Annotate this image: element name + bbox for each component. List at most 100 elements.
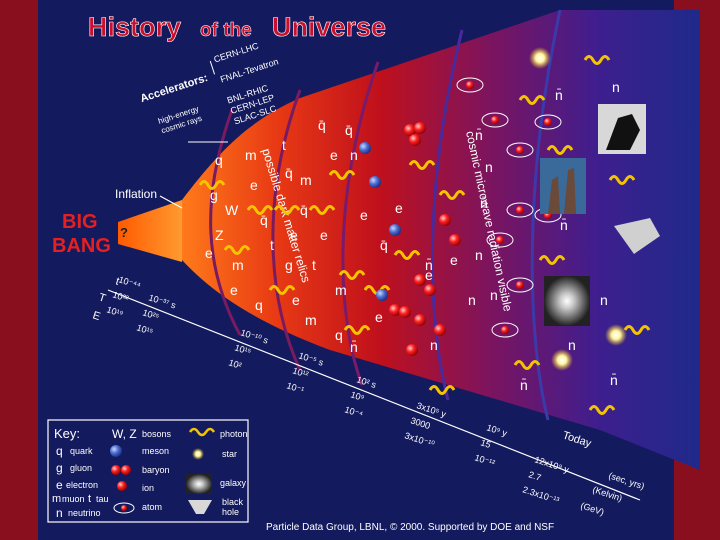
particle-quark: q	[335, 327, 343, 343]
galaxy-image	[544, 276, 590, 326]
key-gluon-symbol: g	[56, 461, 63, 475]
particle-neutrino: n	[600, 292, 608, 308]
key-black-hole-line1: black	[222, 497, 244, 507]
photon-wave-icon	[408, 160, 436, 170]
key-atom: atom	[142, 502, 162, 512]
particle-quark_bar: q̄	[285, 165, 293, 181]
key-atom-icon	[113, 502, 135, 514]
particle-electron: e	[290, 227, 298, 243]
key-muon: muon	[62, 494, 85, 504]
atom-icon	[491, 322, 519, 338]
timeline-row-T: T	[97, 291, 107, 305]
key-baryon-icon-b	[121, 465, 131, 475]
particle-Z: Z	[215, 227, 224, 243]
atom-nucleus-icon	[516, 206, 524, 214]
particle-neutrino_bar: n̄	[555, 87, 563, 103]
star-icon	[605, 324, 627, 346]
timeline-temp-3: 10¹²	[291, 365, 309, 379]
key-black-hole-icon	[188, 500, 212, 514]
key-title: Key:	[54, 426, 80, 441]
particle-neutrino_bar: n̄	[560, 217, 568, 233]
particle-tau: t	[312, 257, 316, 273]
atom-nucleus-icon	[516, 146, 524, 154]
particle-muon: m	[232, 257, 244, 273]
particle-neutrino: n	[475, 247, 483, 263]
key-quark: quark	[70, 446, 93, 456]
proton-icon	[389, 304, 401, 316]
particle-gluon: g	[210, 187, 218, 203]
particle-neutrino_bar: n̄	[350, 339, 358, 355]
proton-icon	[449, 234, 461, 246]
particle-quark: q	[255, 297, 263, 313]
thinker-silhouette	[606, 114, 640, 150]
photon-wave-icon	[538, 255, 566, 265]
particle-electron: e	[320, 227, 328, 243]
key-muon-symbol: m	[52, 493, 61, 505]
atom-nucleus-icon	[496, 236, 504, 244]
meson-icon	[359, 142, 371, 154]
black-hole-image	[614, 218, 660, 254]
particle-quark_bar: q̄	[300, 202, 308, 218]
proton-icon	[414, 122, 426, 134]
key-wz-symbol: W, Z	[112, 427, 137, 441]
pillars-image	[540, 158, 586, 214]
atom-icon	[486, 232, 514, 248]
particle-electron: e	[205, 245, 213, 261]
key-electron-symbol: e	[56, 478, 63, 492]
photon-wave-icon	[273, 205, 301, 215]
key-ion: ion	[142, 483, 154, 493]
particle-neutrino: n	[485, 159, 493, 175]
particle-quark_bar: q̄	[260, 212, 268, 228]
key-photon: photon	[220, 429, 248, 439]
proton-icon	[439, 214, 451, 226]
band-curve-4	[431, 29, 464, 401]
particle-neutrino_bar: n̄	[610, 372, 618, 388]
timeline-temp-6: 15	[479, 437, 492, 450]
atom-icon	[506, 142, 534, 158]
key-neutrino: neutrino	[68, 508, 101, 518]
particle-W: W	[225, 202, 239, 218]
big-bang-line2: BANG	[52, 235, 111, 257]
proton-icon	[434, 324, 446, 336]
key-box: Key: W, Z bosons photon q quark meson st…	[47, 419, 249, 523]
timeline-energy-0: 10¹⁹	[105, 304, 124, 319]
particle-electron: e	[330, 147, 338, 163]
particle-electron: e	[250, 177, 258, 193]
key-electron: electron	[66, 480, 98, 490]
key-baryon: baryon	[142, 465, 170, 475]
photon-wave-icon	[223, 245, 251, 255]
photon-wave-icon	[513, 360, 541, 370]
proton-icon	[399, 306, 411, 318]
particle-electron: e	[425, 267, 433, 283]
photon-wave-icon	[268, 285, 296, 295]
inflation-label: Inflation	[115, 187, 157, 201]
key-quark-symbol: q	[56, 444, 63, 458]
inflation-arrow	[159, 195, 183, 209]
timeline-temp-1: 10²⁵	[141, 307, 160, 322]
timeline-row-E: E	[91, 309, 102, 323]
title-of-the: of the	[200, 20, 252, 41]
particle-quark_bar: q̄	[318, 117, 326, 133]
band-curve-1	[209, 109, 242, 336]
particle-neutrino_bar: n̄	[425, 257, 433, 273]
key-bosons: bosons	[142, 429, 172, 439]
particle-electron: e	[395, 200, 403, 216]
atom-icon	[534, 114, 562, 130]
proton-icon	[409, 134, 421, 146]
question-mark: ?	[120, 225, 128, 240]
particle-electron: e	[230, 282, 238, 298]
key-ion-icon	[117, 481, 127, 491]
key-tau: tau	[96, 494, 109, 504]
atom-nucleus-icon	[501, 326, 509, 334]
page-title: History of the Universe	[88, 12, 387, 43]
atom-icon	[481, 112, 509, 128]
photon-wave-icon	[308, 205, 336, 215]
timeline-energy-1: 10¹⁵	[135, 322, 154, 337]
atom-nucleus-icon	[466, 81, 474, 89]
particle-gluon: g	[285, 257, 293, 273]
photon-wave-icon	[588, 405, 616, 415]
particle-neutrino: n	[568, 337, 576, 353]
meson-icon	[376, 289, 388, 301]
